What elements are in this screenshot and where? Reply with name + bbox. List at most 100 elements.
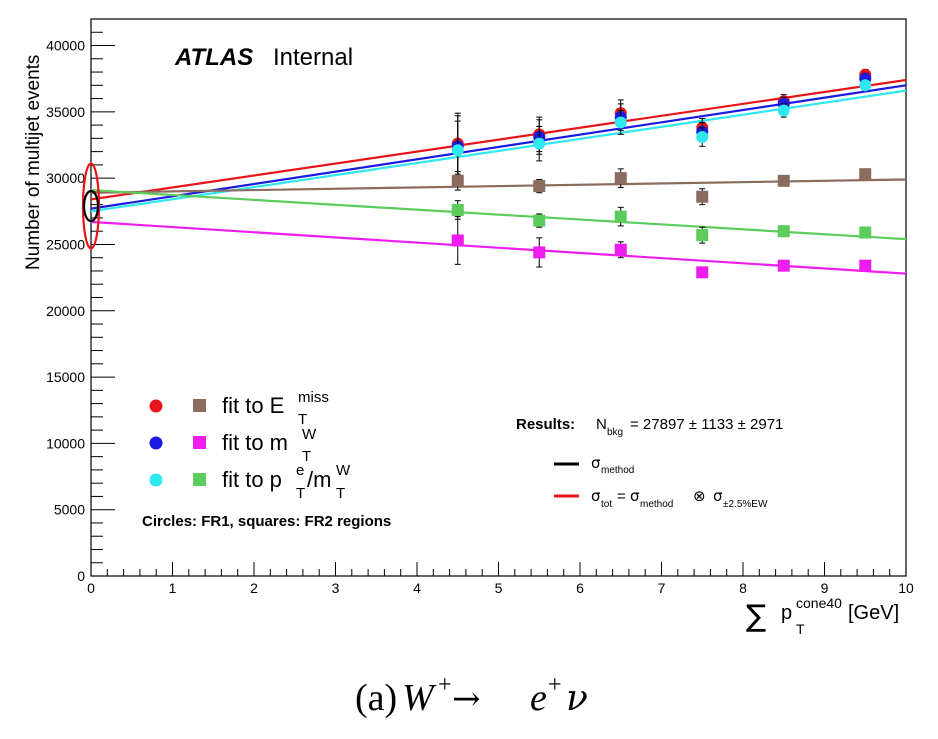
x-tick-label: 2 bbox=[250, 580, 258, 596]
cyan-circle-point bbox=[696, 131, 709, 144]
x-tick-label: 10 bbox=[898, 580, 914, 596]
legend-marker-magenta-square bbox=[193, 436, 206, 449]
x-tick-label: 4 bbox=[413, 580, 421, 596]
legend: fit to E miss T fit to m W T fit to p e … bbox=[142, 389, 391, 530]
sigma-tot-sub: tot bbox=[601, 499, 612, 510]
x-axis-sum-symbol: ∑ bbox=[746, 599, 766, 634]
cyan-circle-point bbox=[614, 116, 627, 129]
brown-square-point bbox=[614, 172, 627, 185]
sigma-method-ellipse bbox=[82, 189, 100, 223]
cyan-circle-point bbox=[859, 79, 872, 92]
x-tick-label: 6 bbox=[576, 580, 584, 596]
legend-suffix-sup-pt: W bbox=[336, 462, 351, 479]
x-axis-unit: [GeV] bbox=[848, 602, 899, 624]
legend-label-met: fit to E bbox=[222, 393, 284, 418]
x-tick-label: 3 bbox=[332, 580, 340, 596]
green-square-point bbox=[696, 229, 709, 242]
legend-sub-pt: T bbox=[296, 485, 305, 502]
magenta-square-point bbox=[451, 234, 464, 247]
blue-fit-line bbox=[91, 84, 906, 210]
magenta-square-point bbox=[859, 259, 872, 272]
legend-suffix-sub-pt: T bbox=[336, 485, 345, 502]
legend-marker-red-circle bbox=[149, 399, 163, 413]
y-tick-label: 20000 bbox=[46, 303, 85, 319]
caption-arrow: → bbox=[452, 679, 481, 719]
results-annotation: Results: N bkg = 27897 ± 1133 ± 2971 σ m… bbox=[516, 416, 783, 510]
sigma-tot-ew-symbol: σ bbox=[713, 487, 723, 505]
legend-suffix-pt: /m bbox=[307, 467, 331, 492]
results-value: = 27897 ± 1133 ± 2971 bbox=[630, 416, 783, 433]
results-n-sub: bkg bbox=[607, 427, 623, 438]
caption-nu: ν bbox=[566, 678, 588, 719]
green-square-point bbox=[533, 214, 546, 227]
x-axis-sub: T bbox=[796, 621, 805, 637]
caption-w-plus: + bbox=[438, 672, 452, 698]
legend-sub-mt: T bbox=[302, 448, 311, 465]
sigma-method-symbol: σ bbox=[591, 454, 601, 472]
legend-marker-cyan-circle bbox=[149, 473, 163, 487]
caption-prefix: (a) bbox=[355, 677, 397, 719]
magenta-square-point bbox=[777, 259, 790, 272]
sigma-tot-otimes: ⊗ bbox=[693, 487, 706, 505]
caption-e: e bbox=[530, 677, 547, 719]
data-points bbox=[451, 68, 872, 279]
y-tick-label: 35000 bbox=[46, 104, 85, 120]
legend-sup-mt: W bbox=[302, 426, 317, 443]
red-fit-line bbox=[91, 78, 906, 201]
magenta-fit-line bbox=[91, 220, 906, 275]
brown-fit-line bbox=[91, 178, 906, 194]
x-tick-label: 1 bbox=[169, 580, 177, 596]
cyan-circle-point bbox=[533, 137, 546, 150]
y-tick-label: 15000 bbox=[46, 369, 85, 385]
fit-lines bbox=[91, 78, 906, 275]
x-axis-sup: cone40 bbox=[796, 595, 842, 611]
x-tick-label: 0 bbox=[87, 580, 95, 596]
x-axis-main: p bbox=[781, 602, 792, 624]
y-tick-label: 25000 bbox=[46, 236, 85, 252]
y-tick-label: 30000 bbox=[46, 170, 85, 186]
cyan-circle-point bbox=[451, 144, 464, 157]
x-axis-title: ∑ p cone40 T [GeV] bbox=[746, 595, 899, 637]
green-square-point bbox=[859, 226, 872, 239]
legend-label-mt: fit to m bbox=[222, 430, 288, 455]
x-tick-label: 9 bbox=[821, 580, 829, 596]
y-tick-label: 0 bbox=[77, 568, 85, 584]
brown-square-point bbox=[859, 168, 872, 181]
legend-marker-blue-circle bbox=[149, 436, 163, 450]
green-square-point bbox=[777, 225, 790, 238]
brown-square-point bbox=[777, 174, 790, 187]
legend-sup-met: miss bbox=[298, 389, 329, 406]
y-tick-label: 40000 bbox=[46, 38, 85, 54]
y-axis: 0 5000 10000 15000 20000 25000 30000 35000 40000 bbox=[46, 18, 115, 584]
legend-sup-pt: e bbox=[296, 462, 304, 479]
sigma-tot-method-sub: method bbox=[640, 499, 673, 510]
x-axis: 0 1 2 3 4 5 6 7 8 9 10 bbox=[87, 562, 914, 596]
green-square-point bbox=[614, 210, 627, 223]
legend-entry-met: fit to E miss T bbox=[222, 389, 329, 428]
sigma-tot-equals: = bbox=[617, 488, 626, 505]
results-n: N bbox=[596, 416, 607, 433]
x-tick-label: 8 bbox=[739, 580, 747, 596]
brown-square-point bbox=[451, 174, 464, 187]
magenta-square-point bbox=[533, 246, 546, 259]
legend-label-pt: fit to p bbox=[222, 467, 282, 492]
legend-sub-met: T bbox=[298, 411, 307, 428]
legend-note: Circles: FR1, squares: FR2 regions bbox=[142, 513, 391, 530]
legend-marker-brown-square bbox=[193, 399, 206, 412]
cyan-circle-point bbox=[777, 104, 790, 117]
legend-marker-green-square bbox=[193, 473, 206, 486]
caption-e-plus: + bbox=[548, 672, 562, 698]
caption-w: W bbox=[402, 677, 437, 719]
legend-entry-mt: fit to m W T bbox=[222, 426, 317, 465]
uncertainty-ellipses bbox=[81, 162, 101, 250]
green-fit-line bbox=[91, 188, 906, 241]
atlas-internal-label: Internal bbox=[273, 44, 353, 71]
figure-caption: (a) W + → e + ν bbox=[355, 672, 588, 719]
y-tick-label: 5000 bbox=[54, 502, 85, 518]
green-square-point bbox=[451, 203, 464, 216]
x-tick-label: 5 bbox=[495, 580, 503, 596]
magenta-square-point bbox=[614, 243, 627, 256]
x-tick-label: 7 bbox=[658, 580, 666, 596]
brown-square-point bbox=[696, 190, 709, 203]
